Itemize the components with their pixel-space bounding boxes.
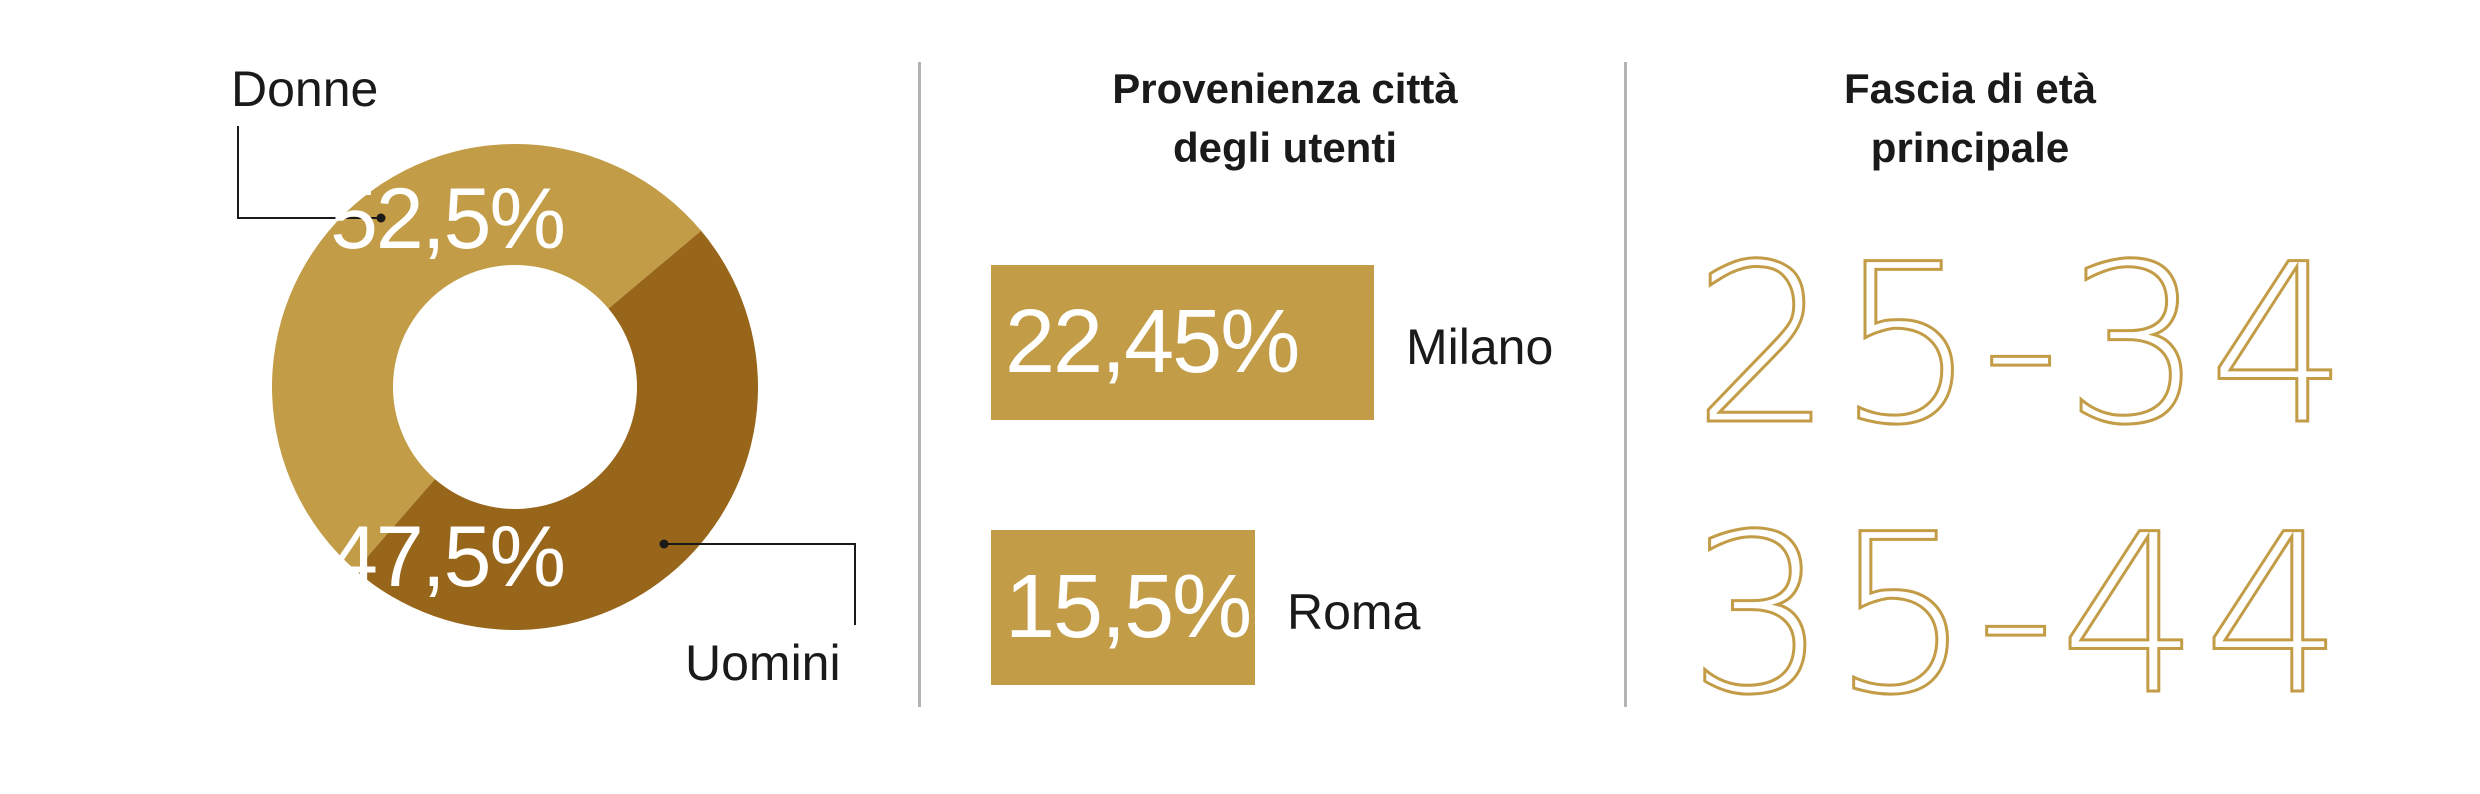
age-range-primary: 25-34 bbox=[1691, 217, 2353, 473]
donut-chart: 52,5% 47,5% bbox=[237, 126, 856, 630]
divider-right bbox=[1624, 62, 1627, 707]
bar-category-label-roma: Roma bbox=[1287, 584, 1421, 640]
legend-label-donne: Donne bbox=[231, 61, 379, 117]
bar-milano bbox=[991, 265, 1374, 420]
leader-dot-uomini bbox=[659, 539, 669, 549]
leader-line-donne bbox=[237, 126, 381, 219]
age-panel-title: Fascia di età principale bbox=[1710, 59, 2230, 177]
age-panel-title-line-1: Fascia di età bbox=[1843, 65, 2097, 112]
leader-line-uomini bbox=[664, 543, 856, 625]
bar-value-label-roma: 15,5% bbox=[1005, 557, 1252, 657]
donut-slice-uomini bbox=[355, 230, 758, 630]
divider-left bbox=[918, 62, 921, 707]
bar-chart-title: Provenienza città degli utenti bbox=[1025, 59, 1545, 177]
bar-category-label-milano: Milano bbox=[1406, 319, 1554, 375]
bar-roma bbox=[991, 530, 1255, 685]
donut-slice-donne bbox=[271, 143, 702, 571]
bar-chart-title-line-2: degli utenti bbox=[1173, 124, 1397, 171]
leader-dot-donne bbox=[376, 213, 386, 223]
age-range-secondary: 35-44 bbox=[1686, 487, 2348, 743]
age-panel-title-line-2: principale bbox=[1870, 124, 2070, 171]
bar-chart-title-line-1: Provenienza città bbox=[1112, 65, 1458, 112]
donut-value-label-uomini: 47,5% bbox=[330, 509, 564, 605]
bar-value-label-milano: 22,45% bbox=[1005, 292, 1300, 392]
legend-label-uomini: Uomini bbox=[685, 635, 841, 691]
donut-value-label-donne: 52,5% bbox=[330, 171, 564, 267]
